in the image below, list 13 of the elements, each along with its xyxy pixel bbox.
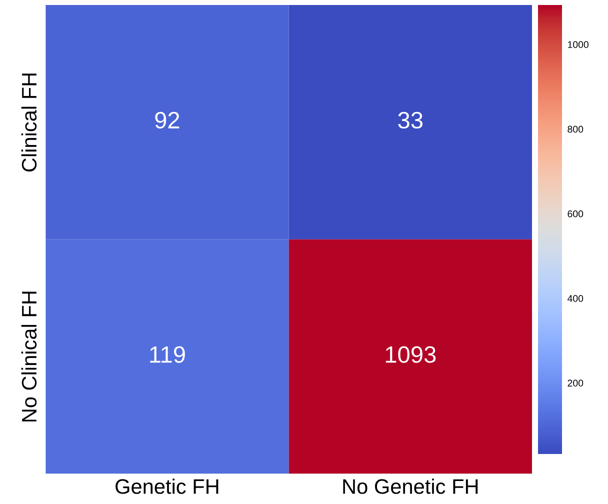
x-tick-label: No Genetic FH <box>343 478 478 494</box>
color-bar-label: 800 <box>568 126 584 133</box>
color-bar-label: 200 <box>568 380 584 387</box>
color-bar-label: 1000 <box>568 41 589 48</box>
y-tick-label: No Clinical FH <box>21 292 37 422</box>
data-label: 33 <box>398 112 422 129</box>
color-bar-label: 600 <box>568 210 584 218</box>
data-label: 1093 <box>386 346 436 363</box>
x-tick-label: Genetic FH <box>116 478 218 494</box>
color-bar-label: 400 <box>567 295 584 302</box>
data-label: 92 <box>155 112 180 129</box>
y-tick-label: Clinical FH <box>21 74 37 172</box>
data-label: 119 <box>150 346 185 363</box>
